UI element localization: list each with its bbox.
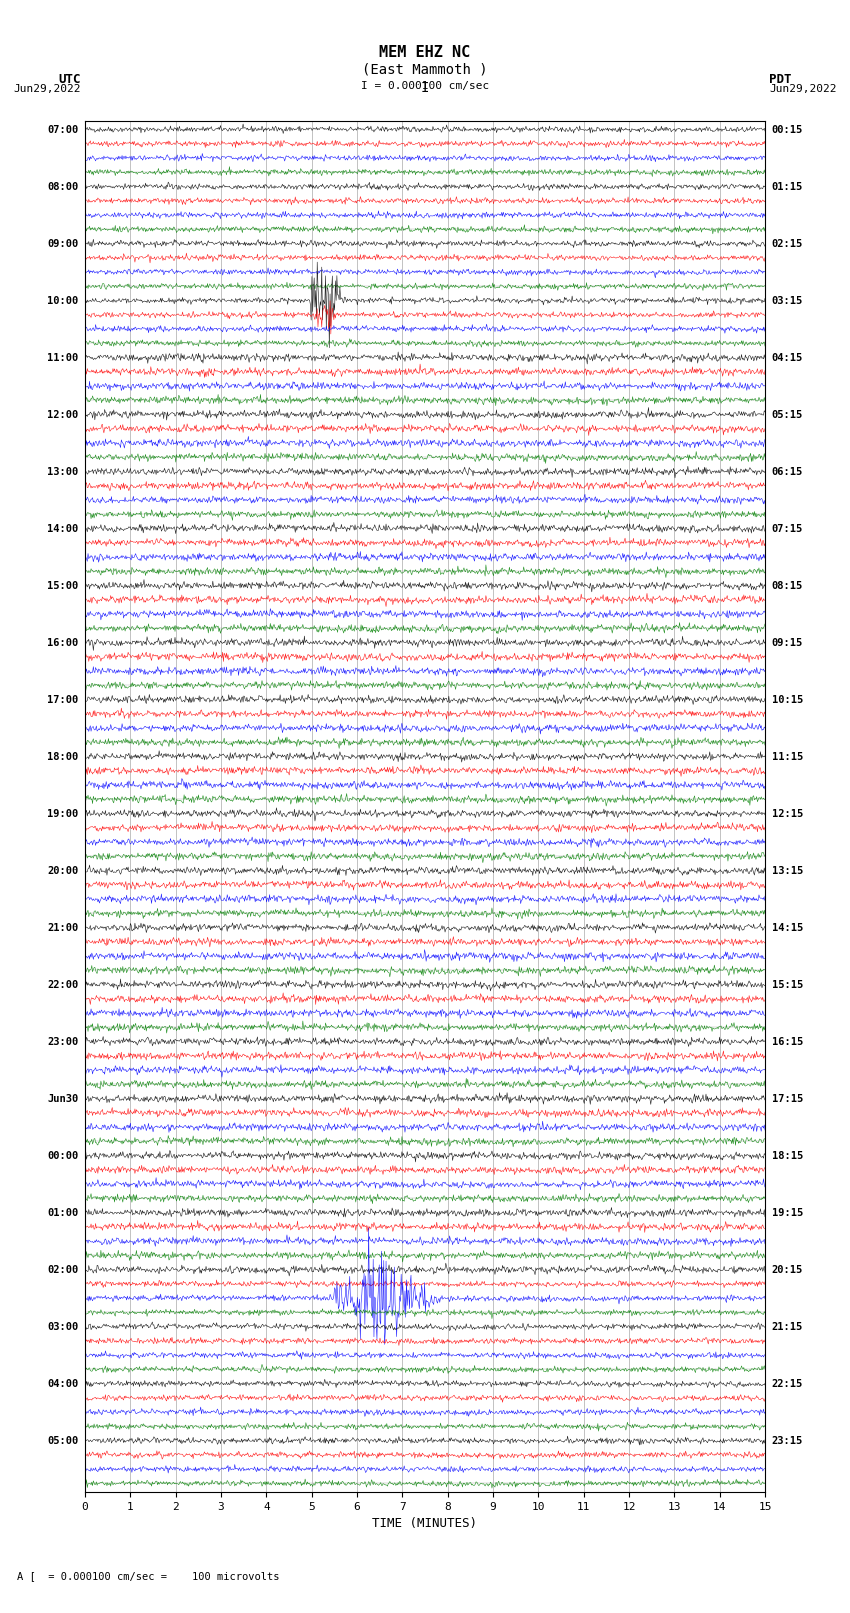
Text: 20:15: 20:15 — [772, 1265, 803, 1274]
Text: Jun30: Jun30 — [47, 1094, 78, 1103]
Text: 14:15: 14:15 — [772, 923, 803, 932]
Text: 15:00: 15:00 — [47, 581, 78, 590]
Text: 01:15: 01:15 — [772, 182, 803, 192]
Text: 17:15: 17:15 — [772, 1094, 803, 1103]
Text: 02:00: 02:00 — [47, 1265, 78, 1274]
Text: 02:15: 02:15 — [772, 239, 803, 248]
Text: 05:00: 05:00 — [47, 1436, 78, 1445]
Text: 07:00: 07:00 — [47, 124, 78, 134]
Text: 16:15: 16:15 — [772, 1037, 803, 1047]
Text: 19:15: 19:15 — [772, 1208, 803, 1218]
Text: Jun29,2022: Jun29,2022 — [769, 84, 836, 94]
Text: 08:15: 08:15 — [772, 581, 803, 590]
Text: 14:00: 14:00 — [47, 524, 78, 534]
Text: 13:15: 13:15 — [772, 866, 803, 876]
Text: 13:00: 13:00 — [47, 466, 78, 476]
Text: UTC: UTC — [59, 73, 81, 85]
Text: A [  = 0.000100 cm/sec =    100 microvolts: A [ = 0.000100 cm/sec = 100 microvolts — [17, 1571, 280, 1581]
Text: 11:15: 11:15 — [772, 752, 803, 761]
Text: 09:00: 09:00 — [47, 239, 78, 248]
Text: 10:15: 10:15 — [772, 695, 803, 705]
Text: 12:00: 12:00 — [47, 410, 78, 419]
Text: MEM EHZ NC: MEM EHZ NC — [379, 45, 471, 60]
Text: PDT: PDT — [769, 73, 791, 85]
Text: 21:00: 21:00 — [47, 923, 78, 932]
Text: 05:15: 05:15 — [772, 410, 803, 419]
Text: 21:15: 21:15 — [772, 1321, 803, 1332]
Text: 18:00: 18:00 — [47, 752, 78, 761]
Text: 07:15: 07:15 — [772, 524, 803, 534]
Text: 12:15: 12:15 — [772, 808, 803, 819]
Text: I = 0.000100 cm/sec: I = 0.000100 cm/sec — [361, 81, 489, 90]
Text: 06:15: 06:15 — [772, 466, 803, 476]
Text: 00:15: 00:15 — [772, 124, 803, 134]
Text: 23:15: 23:15 — [772, 1436, 803, 1445]
Text: 03:15: 03:15 — [772, 295, 803, 305]
Text: 18:15: 18:15 — [772, 1150, 803, 1161]
Text: 09:15: 09:15 — [772, 637, 803, 647]
Text: 15:15: 15:15 — [772, 979, 803, 990]
Text: 01:00: 01:00 — [47, 1208, 78, 1218]
Text: 20:00: 20:00 — [47, 866, 78, 876]
Text: 03:00: 03:00 — [47, 1321, 78, 1332]
Text: 22:15: 22:15 — [772, 1379, 803, 1389]
Text: 11:00: 11:00 — [47, 353, 78, 363]
Text: 00:00: 00:00 — [47, 1150, 78, 1161]
Text: 19:00: 19:00 — [47, 808, 78, 819]
Text: 22:00: 22:00 — [47, 979, 78, 990]
Text: (East Mammoth ): (East Mammoth ) — [362, 63, 488, 77]
Text: 10:00: 10:00 — [47, 295, 78, 305]
Text: 23:00: 23:00 — [47, 1037, 78, 1047]
Text: 17:00: 17:00 — [47, 695, 78, 705]
X-axis label: TIME (MINUTES): TIME (MINUTES) — [372, 1518, 478, 1531]
Text: Jun29,2022: Jun29,2022 — [14, 84, 81, 94]
Text: I: I — [421, 81, 429, 95]
Text: 04:00: 04:00 — [47, 1379, 78, 1389]
Text: 08:00: 08:00 — [47, 182, 78, 192]
Text: 16:00: 16:00 — [47, 637, 78, 647]
Text: 04:15: 04:15 — [772, 353, 803, 363]
